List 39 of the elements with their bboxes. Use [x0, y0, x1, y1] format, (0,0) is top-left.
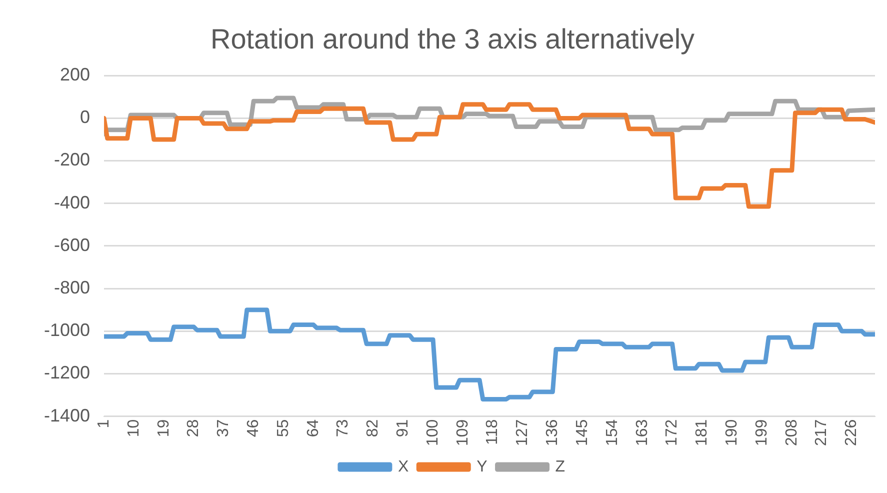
y-tick-label: 200	[60, 64, 90, 85]
x-tick-label: 154	[604, 419, 621, 446]
x-tick-label: 217	[813, 419, 830, 446]
y-tick-label: -800	[54, 278, 90, 298]
x-tick-label: 226	[843, 419, 860, 446]
x-tick-label: 136	[544, 419, 562, 446]
x-tick-label: 82	[364, 419, 382, 438]
legend-label: Z	[555, 458, 566, 476]
x-tick-label: 127	[514, 419, 532, 446]
x-tick-label: 181	[694, 419, 711, 446]
y-tick-label: -600	[54, 234, 90, 255]
y-tick-label: -200	[54, 150, 90, 170]
x-tick-label: 109	[454, 419, 472, 446]
chart-title: Rotation around the 3 axis alternatively	[210, 24, 695, 55]
x-tick-label: 145	[574, 419, 591, 446]
x-tick-label: 73	[334, 419, 352, 438]
y-tick-label: -400	[54, 192, 90, 212]
x-tick-label: 10	[125, 419, 142, 438]
y-tick-label: -1200	[44, 362, 90, 383]
x-tick-label: 64	[304, 419, 322, 438]
x-tick-label: 28	[185, 419, 202, 438]
legend-label: Y	[476, 458, 488, 476]
y-tick-label: -1000	[44, 320, 90, 340]
legend-label: X	[398, 458, 409, 476]
y-tick-label: -1400	[44, 405, 90, 426]
x-tick-label: 190	[724, 419, 741, 446]
x-tick-label: 199	[753, 419, 770, 446]
x-tick-label: 37	[215, 419, 232, 438]
x-tick-label: 163	[634, 419, 651, 446]
x-tick-label: 118	[484, 419, 502, 445]
y-tick-label: 0	[80, 107, 90, 128]
x-tick-label: 19	[155, 419, 172, 438]
x-tick-label: 1	[95, 419, 112, 428]
x-tick-label: 172	[664, 419, 681, 446]
x-tick-label: 91	[394, 419, 412, 438]
x-tick-label: 100	[424, 419, 442, 446]
x-tick-label: 46	[244, 419, 262, 438]
x-tick-label: 208	[783, 419, 800, 446]
x-tick-label: 55	[274, 419, 292, 438]
